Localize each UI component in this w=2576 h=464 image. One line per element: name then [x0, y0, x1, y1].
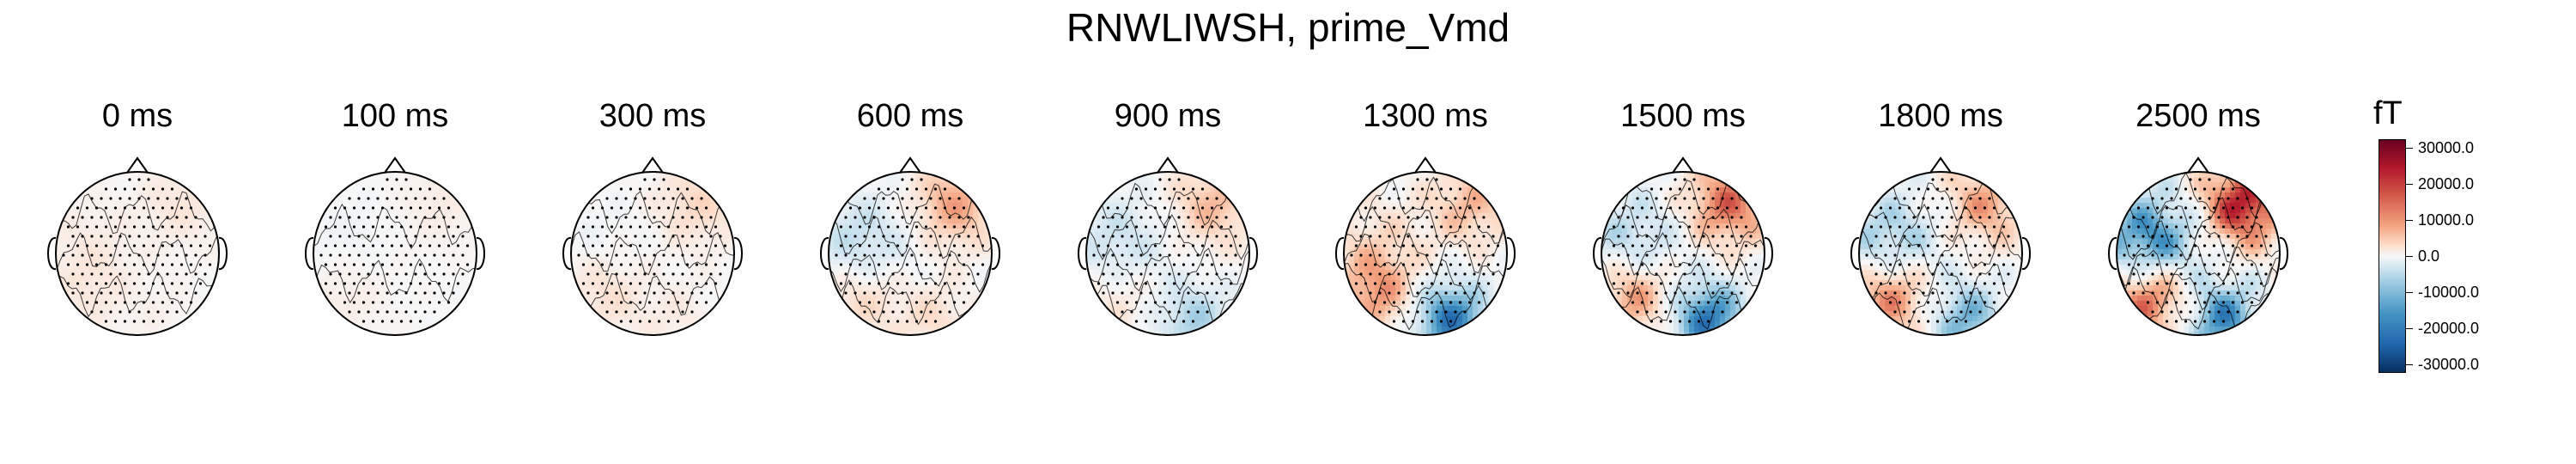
colorbar-tick-label: 0.0 — [2418, 247, 2440, 265]
head-outline — [570, 171, 735, 336]
head-outline — [1601, 171, 1765, 336]
head-outline — [828, 171, 993, 336]
head-outline — [313, 171, 477, 336]
topomap-contours — [1086, 181, 1249, 325]
head-ear-left — [820, 237, 829, 270]
topomap-sensors — [1607, 178, 1758, 323]
topomap-head — [47, 156, 228, 336]
topomap-sensors — [1865, 178, 2015, 323]
topomap-time-label: 1800 ms — [1878, 98, 2003, 134]
topomap-sensors — [2123, 178, 2273, 323]
topomap-time-label: 900 ms — [1114, 98, 1222, 134]
topomap-sensors — [1092, 178, 1242, 323]
colorbar-tick-label: -20000.0 — [2418, 320, 2480, 338]
topomap-sensors — [577, 178, 727, 323]
head-outline — [1343, 171, 1508, 336]
topomap-time-label: 600 ms — [856, 98, 964, 134]
colorbar-tick — [2406, 292, 2413, 294]
topomap-head — [1335, 156, 1516, 336]
topomap-sensors — [62, 178, 212, 323]
topomap-panel: 1500 ms — [1571, 90, 1795, 365]
topomap-head — [1850, 156, 2031, 336]
figure-title: RNWLIWSH, prime_Vmd — [1066, 5, 1510, 50]
topomap-panel: 900 ms — [1056, 90, 1279, 365]
topomap-panel: 2500 ms — [2087, 90, 2310, 365]
topomap-time-label: 100 ms — [341, 98, 449, 134]
head-ear-left — [2108, 237, 2117, 270]
colorbar-tick-label: 10000.0 — [2418, 211, 2475, 229]
topomap-sensors — [319, 178, 470, 323]
head-outline — [2116, 171, 2281, 336]
colorbar-tick — [2406, 256, 2413, 257]
head-ear-right — [218, 237, 228, 270]
head-nose — [1157, 156, 1179, 174]
topomap-panel: 600 ms — [799, 90, 1022, 365]
head-ear-right — [1764, 237, 1773, 270]
colorbar-tick-label: -10000.0 — [2418, 284, 2480, 302]
head-ear-left — [1593, 237, 1602, 270]
topomap-panel: 100 ms — [283, 90, 507, 365]
head-ear-left — [1850, 237, 1860, 270]
topomap-time-label: 1500 ms — [1620, 98, 1746, 134]
topomap-panel: 1800 ms — [1829, 90, 2052, 365]
topomap-field — [313, 172, 477, 335]
head-outline — [1858, 171, 2023, 336]
head-ear-right — [1506, 237, 1516, 270]
topomap-row: 0 ms 100 ms 300 ms 600 ms 900 ms 1300 ms 1500 … — [0, 90, 2576, 365]
topomap-sensors — [835, 178, 985, 323]
head-nose — [384, 156, 406, 174]
head-ear-left — [1335, 237, 1345, 270]
topomap-panel: 300 ms — [541, 90, 764, 365]
colorbar-tick — [2406, 147, 2413, 149]
head-ear-left — [305, 237, 314, 270]
colorbar-unit-label: fT — [2373, 95, 2403, 131]
head-ear-left — [562, 237, 572, 270]
topomap-head — [562, 156, 743, 336]
colorbar-tick — [2406, 219, 2413, 221]
colorbar-tick-label: 20000.0 — [2418, 174, 2475, 192]
topomap-panel: 0 ms — [26, 90, 249, 365]
head-ear-right — [476, 237, 485, 270]
colorbar-tick — [2406, 364, 2413, 366]
topomap-head — [2108, 156, 2288, 336]
head-ear-right — [733, 237, 743, 270]
colorbar-tick — [2406, 183, 2413, 185]
head-ear-right — [2021, 237, 2031, 270]
head-ear-left — [1078, 237, 1087, 270]
topomap-contours — [571, 190, 734, 316]
head-nose — [1672, 156, 1694, 174]
head-ear-left — [47, 237, 57, 270]
topomap-time-label: 2500 ms — [2136, 98, 2261, 134]
colorbar: fT 30000.0 20000.0 10000.0 0.0 -10000.0 -2000… — [2370, 95, 2542, 387]
head-nose — [641, 156, 664, 174]
topomap-time-label: 1300 ms — [1363, 98, 1488, 134]
colorbar-tick-label: 30000.0 — [2418, 138, 2475, 156]
head-ear-right — [991, 237, 1000, 270]
head-outline — [1085, 171, 1250, 336]
colorbar-tick-label: -30000.0 — [2418, 356, 2480, 374]
topomap-sensors — [1350, 178, 1500, 323]
head-ear-right — [2279, 237, 2288, 270]
head-nose — [126, 156, 149, 174]
head-ear-right — [1249, 237, 1258, 270]
head-nose — [1929, 156, 1952, 174]
topomap-head — [1078, 156, 1258, 336]
head-nose — [2187, 156, 2209, 174]
topomap-panel: 1300 ms — [1314, 90, 1537, 365]
topomap-time-label: 0 ms — [101, 98, 173, 134]
head-nose — [899, 156, 921, 174]
topomap-time-label: 300 ms — [598, 98, 707, 134]
head-nose — [1414, 156, 1437, 174]
topomap-contours — [313, 203, 477, 304]
colorbar-gradient — [2379, 139, 2406, 373]
head-outline — [55, 171, 220, 336]
topomap-head — [1593, 156, 1773, 336]
topomap-head — [820, 156, 1000, 336]
topomap-head — [305, 156, 485, 336]
colorbar-tick — [2406, 328, 2413, 330]
